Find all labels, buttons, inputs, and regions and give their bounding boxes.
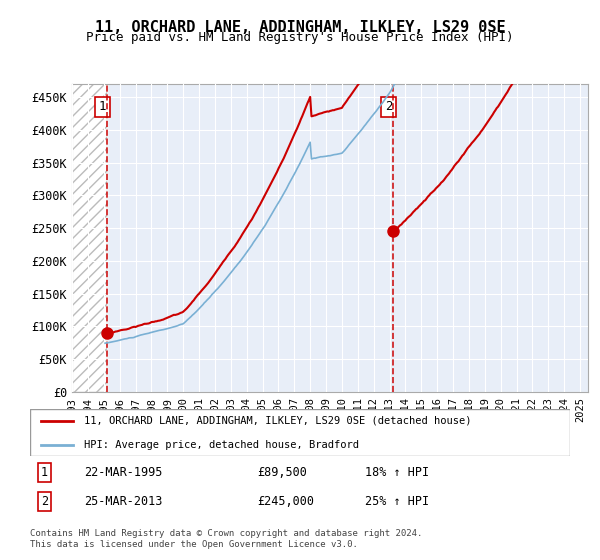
Text: 11, ORCHARD LANE, ADDINGHAM, ILKLEY, LS29 0SE (detached house): 11, ORCHARD LANE, ADDINGHAM, ILKLEY, LS2… [84, 416, 472, 426]
Text: Price paid vs. HM Land Registry's House Price Index (HPI): Price paid vs. HM Land Registry's House … [86, 31, 514, 44]
Text: 22-MAR-1995: 22-MAR-1995 [84, 465, 163, 479]
Text: Contains HM Land Registry data © Crown copyright and database right 2024.
This d: Contains HM Land Registry data © Crown c… [30, 529, 422, 549]
Text: 1: 1 [41, 465, 48, 479]
Text: £89,500: £89,500 [257, 465, 307, 479]
Text: £245,000: £245,000 [257, 494, 314, 507]
Text: 2: 2 [41, 494, 48, 507]
Text: 2: 2 [385, 100, 392, 114]
Bar [72, 84, 107, 392]
FancyBboxPatch shape [30, 409, 570, 456]
Text: HPI: Average price, detached house, Bradford: HPI: Average price, detached house, Brad… [84, 440, 359, 450]
Text: 1: 1 [99, 100, 106, 114]
Text: 25% ↑ HPI: 25% ↑ HPI [365, 494, 429, 507]
Bar [72, 84, 107, 392]
Text: 18% ↑ HPI: 18% ↑ HPI [365, 465, 429, 479]
Bar [72, 84, 107, 392]
Text: 25-MAR-2013: 25-MAR-2013 [84, 494, 163, 507]
Text: 11, ORCHARD LANE, ADDINGHAM, ILKLEY, LS29 0SE: 11, ORCHARD LANE, ADDINGHAM, ILKLEY, LS2… [95, 20, 505, 35]
